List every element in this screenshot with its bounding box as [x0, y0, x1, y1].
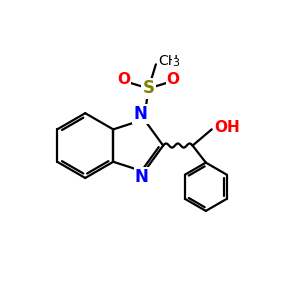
- Text: O: O: [167, 72, 180, 87]
- Text: O: O: [117, 72, 130, 87]
- Text: 3: 3: [172, 58, 179, 68]
- Text: OH: OH: [214, 120, 240, 135]
- Text: S: S: [142, 80, 154, 98]
- Text: CH: CH: [158, 54, 178, 68]
- Text: N: N: [134, 105, 148, 123]
- Text: N: N: [135, 168, 149, 186]
